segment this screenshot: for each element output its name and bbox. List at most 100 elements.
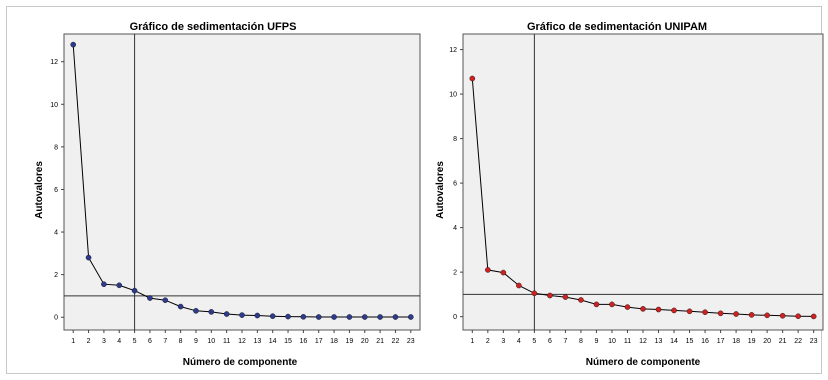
x-tick-label: 1 xyxy=(470,338,474,345)
data-point xyxy=(147,295,153,301)
x-tick-label: 2 xyxy=(87,338,91,345)
y-tick-label: 2 xyxy=(54,272,58,279)
data-point xyxy=(748,312,755,318)
y-tick-label: 6 xyxy=(54,187,58,194)
data-point xyxy=(300,313,307,320)
x-tick-label: 23 xyxy=(810,338,818,345)
data-point xyxy=(702,309,708,315)
x-tick-label: 8 xyxy=(179,338,183,345)
x-tick-label: 5 xyxy=(532,338,536,345)
x-tick-label: 10 xyxy=(207,338,215,345)
data-point xyxy=(531,290,538,297)
data-point xyxy=(377,314,383,320)
data-point xyxy=(285,313,291,320)
data-point xyxy=(131,287,138,294)
data-point xyxy=(624,304,631,310)
x-tick-label: 4 xyxy=(117,338,121,345)
data-point xyxy=(331,314,337,320)
x-tick-label: 2 xyxy=(486,338,490,345)
x-tick-label: 4 xyxy=(517,338,521,345)
y-tick-label: 10 xyxy=(50,102,58,109)
x-tick-label: 19 xyxy=(748,338,756,345)
x-tick-label: 10 xyxy=(608,338,616,345)
y-tick-label: 4 xyxy=(453,225,457,232)
data-point xyxy=(516,282,522,289)
x-tick-label: 6 xyxy=(148,338,152,345)
data-point xyxy=(85,254,92,261)
x-tick-label: 9 xyxy=(594,338,598,345)
data-point xyxy=(116,282,123,289)
data-point xyxy=(485,267,491,273)
data-point xyxy=(101,281,107,288)
data-point xyxy=(671,307,677,314)
x-tick-label: 9 xyxy=(194,338,198,345)
y-axis-label: Autovalores xyxy=(435,161,446,219)
y-tick-label: 0 xyxy=(453,314,457,321)
x-tick-label: 13 xyxy=(253,338,261,345)
data-point xyxy=(810,313,817,320)
x-tick-label: 22 xyxy=(392,338,400,345)
x-tick-label: 17 xyxy=(315,338,323,345)
x-tick-label: 14 xyxy=(269,338,277,345)
data-point xyxy=(733,311,739,317)
x-tick-label: 11 xyxy=(223,338,230,345)
x-tick-label: 17 xyxy=(717,338,725,345)
chart-ufps: Gráfico de sedimentación UFPS Número de … xyxy=(34,21,421,368)
chart-unipam: Gráfico de sedimentación UNIPAM Número d… xyxy=(435,21,824,368)
y-tick-label: 2 xyxy=(453,270,457,277)
x-tick-label: 15 xyxy=(686,338,694,345)
plot-area xyxy=(63,33,421,331)
x-tick-label: 12 xyxy=(639,338,647,345)
data-point xyxy=(562,294,569,300)
data-point xyxy=(315,314,322,320)
data-point xyxy=(223,311,230,317)
x-tick-label: 21 xyxy=(376,338,384,345)
x-tick-label: 11 xyxy=(624,338,631,345)
x-tick-label: 12 xyxy=(238,338,246,345)
x-tick-label: 16 xyxy=(701,338,709,345)
data-point xyxy=(193,308,199,314)
x-tick-label: 19 xyxy=(346,338,354,345)
x-tick-label: 20 xyxy=(361,338,369,345)
x-tick-label: 7 xyxy=(163,338,167,345)
x-tick-label: 21 xyxy=(779,338,787,345)
x-tick-label: 7 xyxy=(563,338,567,345)
x-tick-label: 14 xyxy=(670,338,678,345)
chart-title: Gráfico de sedimentación UNIPAM xyxy=(527,21,707,33)
data-point xyxy=(655,306,662,313)
x-tick-label: 23 xyxy=(407,338,415,345)
chart-title: Gráfico de sedimentación UFPS xyxy=(130,21,297,33)
data-point xyxy=(239,312,245,318)
y-tick-label: 8 xyxy=(453,136,457,143)
y-axis-label: Autovalores xyxy=(34,161,45,219)
data-point xyxy=(70,41,77,48)
y-tick-label: 4 xyxy=(54,230,58,237)
data-point xyxy=(578,297,584,303)
y-tick-label: 12 xyxy=(50,59,58,66)
x-tick-label: 6 xyxy=(548,338,552,345)
data-point xyxy=(717,310,724,317)
data-point xyxy=(469,75,476,82)
x-tick-label: 5 xyxy=(133,338,137,345)
x-tick-label: 22 xyxy=(794,338,802,345)
x-axis-label: Número de componente xyxy=(183,357,298,368)
data-point xyxy=(407,314,414,320)
data-point xyxy=(346,314,353,320)
data-point xyxy=(254,312,261,319)
data-point xyxy=(269,313,276,319)
x-tick-label: 18 xyxy=(732,338,740,345)
y-tick-label: 6 xyxy=(453,181,457,188)
x-tick-label: 20 xyxy=(763,338,771,345)
x-tick-label: 16 xyxy=(299,338,307,345)
data-point xyxy=(361,314,368,320)
data-point xyxy=(500,269,507,276)
y-tick-label: 8 xyxy=(54,144,58,151)
data-point xyxy=(764,312,770,319)
data-point xyxy=(609,301,615,308)
x-tick-label: 18 xyxy=(330,338,338,345)
x-tick-label: 3 xyxy=(501,338,505,345)
x-tick-label: 8 xyxy=(579,338,583,345)
x-tick-label: 15 xyxy=(284,338,292,345)
data-point xyxy=(208,309,215,315)
